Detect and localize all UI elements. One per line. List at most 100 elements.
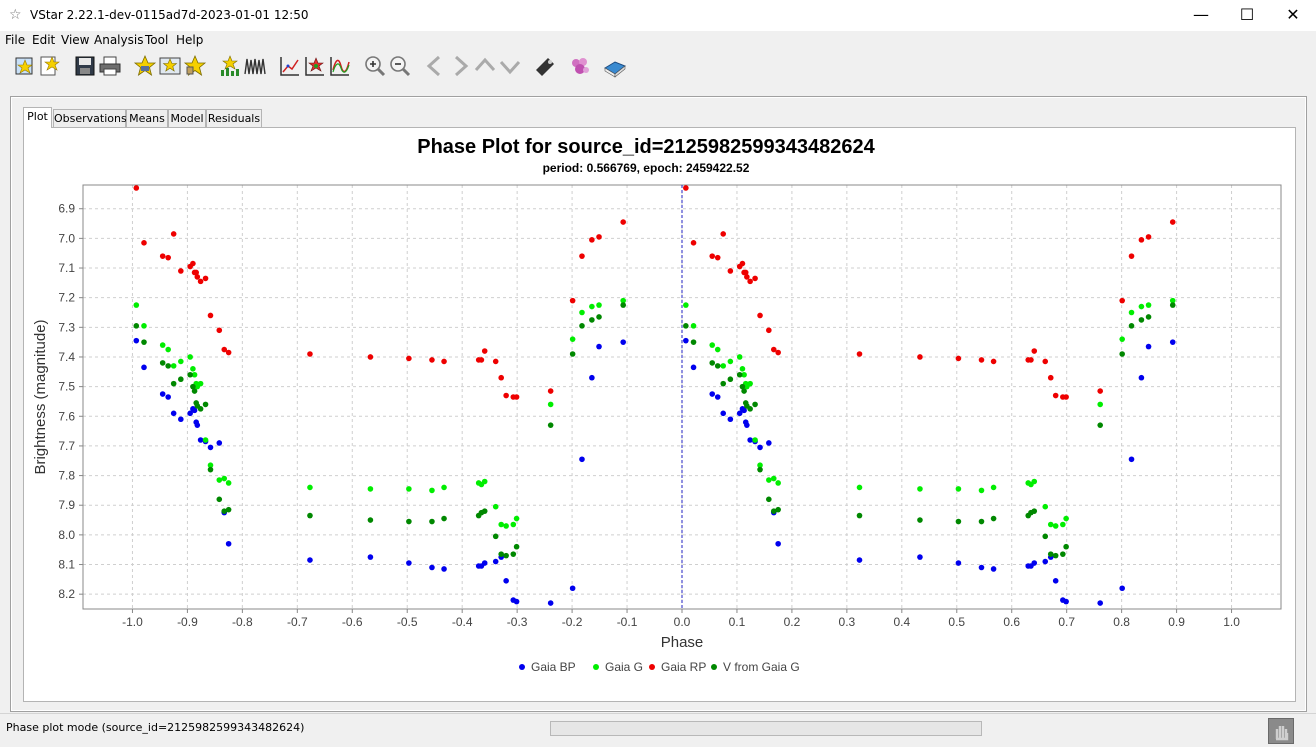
data-point — [202, 275, 209, 282]
y-tick-label: 7.1 — [58, 261, 75, 275]
data-point — [709, 253, 716, 259]
data-point — [190, 383, 196, 390]
data-point — [1047, 521, 1054, 528]
star-plot-button[interactable] — [158, 54, 182, 78]
data-point — [498, 551, 505, 557]
data-point — [917, 554, 923, 560]
star-lock-button[interactable] — [183, 54, 207, 78]
menu-help[interactable]: Help — [176, 33, 204, 47]
data-point — [579, 309, 585, 316]
data-point — [187, 354, 193, 360]
data-point — [714, 363, 721, 369]
help-book-button[interactable] — [603, 54, 627, 78]
minimize-button[interactable]: — — [1178, 0, 1224, 31]
data-point — [1169, 297, 1176, 304]
tab-plot[interactable]: Plot — [23, 107, 52, 128]
menu-tool[interactable]: Tool — [145, 33, 169, 47]
data-point — [503, 552, 509, 559]
grid — [83, 185, 1281, 609]
close-button[interactable]: ✕ — [1270, 0, 1316, 31]
phase-plot-chart[interactable]: Phase Plot for source_id=212598259934348… — [24, 128, 1295, 701]
data-point — [727, 376, 734, 383]
pan-down-button[interactable] — [498, 54, 522, 78]
y-axis-label: Brightness (magnitude) — [32, 319, 49, 474]
new-star-from-file-icon — [15, 57, 33, 75]
data-point — [1169, 302, 1176, 308]
star-phase-button[interactable] — [303, 54, 327, 78]
tab-means[interactable]: Means — [126, 109, 168, 127]
data-point — [747, 406, 753, 412]
menu-analysis[interactable]: Analysis — [94, 33, 144, 47]
tab-model[interactable]: Model — [168, 109, 206, 127]
chart-button[interactable] — [278, 54, 302, 78]
x-tick-label: 0.4 — [893, 615, 910, 629]
pan-up-button[interactable] — [473, 54, 497, 78]
data-point — [720, 410, 727, 417]
data-point — [193, 269, 200, 276]
data-point — [1128, 323, 1135, 329]
model-button[interactable] — [328, 54, 352, 78]
menu-file[interactable]: File — [5, 33, 26, 47]
waveform-button[interactable] — [243, 54, 267, 78]
tab-observations[interactable]: Observations — [53, 109, 127, 127]
data-point — [747, 278, 753, 285]
data-point — [133, 302, 140, 308]
x-tick-label: 0.7 — [1058, 615, 1075, 629]
menu-view[interactable]: View — [61, 33, 90, 47]
print-button[interactable] — [98, 54, 122, 78]
data-point — [406, 486, 412, 492]
data-point — [194, 422, 201, 428]
data-point — [744, 422, 750, 428]
data-point — [917, 517, 923, 523]
menu-edit[interactable]: Edit — [32, 33, 56, 47]
data-point — [1145, 234, 1152, 240]
data-point — [1097, 388, 1104, 394]
data-point — [190, 366, 196, 372]
status-text: Phase plot mode (source_id=2125982599343… — [6, 721, 305, 734]
save-button[interactable] — [73, 54, 97, 78]
data-point — [1169, 219, 1176, 225]
data-point — [770, 346, 777, 353]
zoom-in-button[interactable] — [363, 54, 387, 78]
stop-button[interactable] — [1268, 718, 1294, 744]
tool-button[interactable] — [533, 54, 557, 78]
data-point — [1145, 302, 1152, 308]
info-star-button[interactable] — [133, 54, 157, 78]
data-point — [720, 231, 727, 237]
data-point — [441, 484, 447, 491]
tab-residuals[interactable]: Residuals — [206, 109, 262, 127]
x-tick-label: 0.0 — [674, 615, 691, 629]
data-point — [141, 240, 147, 246]
plot-area[interactable]: Phase Plot for source_id=212598259934348… — [23, 127, 1296, 702]
y-tick-label: 8.1 — [58, 558, 75, 572]
data-point — [1042, 558, 1049, 565]
pan-right-button[interactable] — [448, 54, 472, 78]
data-point — [589, 237, 595, 243]
zoom-out-button[interactable] — [388, 54, 412, 78]
data-point — [307, 557, 313, 563]
data-point — [1119, 351, 1125, 357]
new-star-button[interactable] — [38, 54, 62, 78]
pan-left-button[interactable] — [423, 54, 447, 78]
new-star-icon — [40, 56, 60, 76]
data-point — [165, 363, 171, 369]
data-point — [714, 346, 721, 353]
plugin-button[interactable] — [568, 54, 592, 78]
data-point — [159, 253, 166, 259]
data-point — [165, 394, 171, 400]
data-point — [690, 240, 697, 246]
filter-button[interactable] — [218, 54, 242, 78]
close-icon: ✕ — [1286, 5, 1300, 24]
data-point — [170, 410, 177, 417]
maximize-button[interactable]: ☐ — [1224, 0, 1270, 31]
data-point — [714, 394, 721, 400]
x-tick-label: 1.0 — [1223, 615, 1240, 629]
data-point — [197, 380, 204, 387]
data-point — [1031, 560, 1038, 566]
data-point — [752, 437, 758, 443]
data-point — [178, 358, 184, 365]
chart-background — [24, 128, 1295, 701]
x-tick-label: 0.5 — [948, 615, 965, 629]
data-point — [596, 314, 602, 320]
new-star-from-file-button[interactable] — [13, 54, 37, 78]
